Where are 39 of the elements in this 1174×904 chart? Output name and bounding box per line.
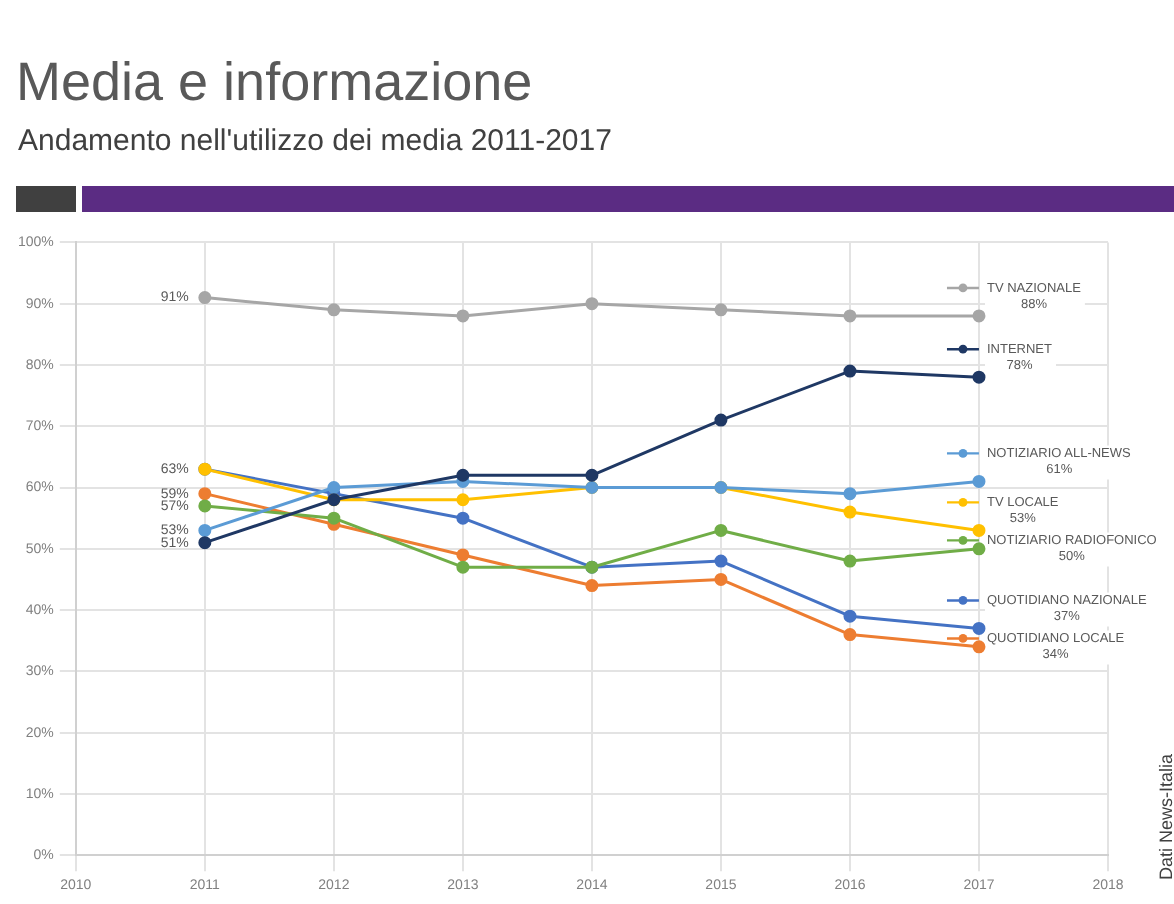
point — [327, 303, 341, 317]
point — [714, 413, 728, 427]
point — [972, 309, 986, 323]
point — [843, 505, 857, 519]
point — [714, 554, 728, 568]
point — [198, 487, 212, 501]
point — [198, 291, 212, 305]
point — [972, 640, 986, 654]
point — [585, 579, 599, 593]
point — [456, 560, 470, 574]
text: Dati News-Italia — [1156, 753, 1174, 880]
point — [843, 309, 857, 323]
point — [972, 474, 986, 488]
point — [327, 481, 341, 495]
point — [198, 523, 212, 537]
point — [585, 297, 599, 311]
point — [456, 468, 470, 482]
point — [198, 536, 212, 550]
point — [843, 609, 857, 623]
point — [327, 511, 341, 525]
point — [714, 523, 728, 537]
point — [714, 303, 728, 317]
chart-title: Media e informazione — [16, 52, 533, 114]
point — [456, 493, 470, 507]
point — [843, 554, 857, 568]
chart-subtitle: Andamento nell'utilizzo dei media 2011-2017 — [18, 124, 612, 158]
point — [456, 548, 470, 562]
point — [198, 499, 212, 513]
point — [972, 621, 986, 635]
point — [843, 487, 857, 501]
point — [972, 370, 986, 384]
point — [456, 511, 470, 525]
point — [714, 572, 728, 586]
point — [843, 628, 857, 642]
point — [843, 364, 857, 378]
point — [972, 523, 986, 537]
point — [456, 309, 470, 323]
point — [585, 468, 599, 482]
point — [972, 542, 986, 556]
